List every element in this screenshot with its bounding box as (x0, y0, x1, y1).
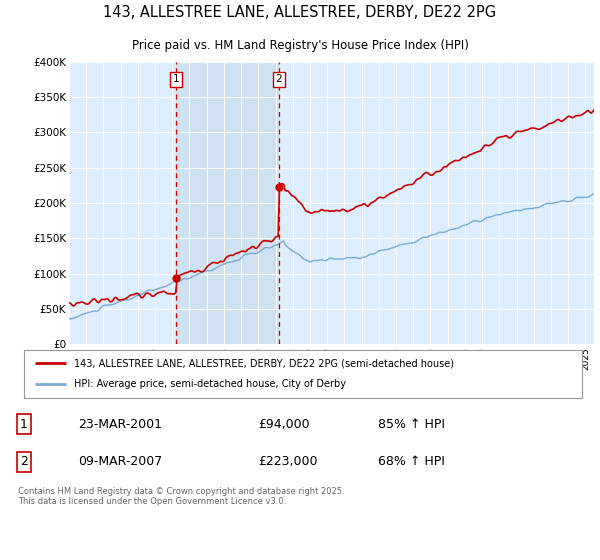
Text: 2: 2 (20, 455, 28, 468)
Text: 85% ↑ HPI: 85% ↑ HPI (378, 418, 445, 431)
Text: 09-MAR-2007: 09-MAR-2007 (78, 455, 162, 468)
Bar (176, 62, 279, 344)
Text: 68% ↑ HPI: 68% ↑ HPI (378, 455, 445, 468)
Text: £223,000: £223,000 (258, 455, 317, 468)
Text: Contains HM Land Registry data © Crown copyright and database right 2025.
This d: Contains HM Land Registry data © Crown c… (18, 487, 344, 506)
Text: 1: 1 (20, 418, 28, 431)
Text: 143, ALLESTREE LANE, ALLESTREE, DERBY, DE22 2PG: 143, ALLESTREE LANE, ALLESTREE, DERBY, D… (103, 6, 497, 20)
Text: HPI: Average price, semi-detached house, City of Derby: HPI: Average price, semi-detached house,… (74, 379, 346, 389)
Text: 143, ALLESTREE LANE, ALLESTREE, DERBY, DE22 2PG (semi-detached house): 143, ALLESTREE LANE, ALLESTREE, DERBY, D… (74, 358, 454, 368)
Text: Price paid vs. HM Land Registry's House Price Index (HPI): Price paid vs. HM Land Registry's House … (131, 39, 469, 53)
Text: 2: 2 (275, 74, 282, 84)
Text: £94,000: £94,000 (258, 418, 310, 431)
Text: 23-MAR-2001: 23-MAR-2001 (78, 418, 162, 431)
Text: 1: 1 (173, 74, 179, 84)
